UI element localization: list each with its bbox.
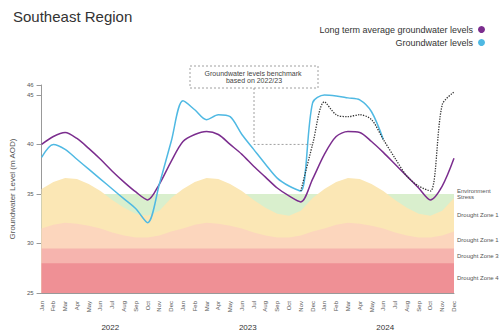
svg-text:Feb: Feb [50,300,56,311]
svg-text:Jan: Jan [39,301,45,311]
svg-text:Sep: Sep [133,300,139,311]
svg-text:Drought Zone 3: Drought Zone 3 [457,253,499,259]
svg-text:Feb: Feb [192,300,198,311]
svg-text:Oct: Oct [145,301,151,311]
svg-text:Jul: Jul [109,301,115,309]
svg-text:Jul: Jul [392,301,398,309]
svg-text:Environment: Environment [457,188,493,194]
svg-text:Jan: Jan [180,301,186,311]
svg-text:Sep: Sep [416,300,422,311]
svg-text:Mar: Mar [204,301,210,311]
svg-text:2022: 2022 [101,323,119,332]
svg-text:Jun: Jun [239,301,245,311]
svg-text:Groundwater Level (m AOD): Groundwater Level (m AOD) [8,138,17,239]
svg-text:Nov: Nov [439,301,445,312]
svg-text:Jan: Jan [321,301,327,311]
svg-text:May: May [86,301,92,312]
svg-text:Nov: Nov [156,301,162,312]
svg-text:based on 2022/23: based on 2022/23 [226,77,282,84]
svg-text:May: May [227,301,233,312]
svg-text:Sep: Sep [274,300,280,311]
svg-text:Apr: Apr [215,301,221,310]
svg-text:Drought Zone 1: Drought Zone 1 [457,212,499,218]
svg-text:Feb: Feb [333,300,339,311]
svg-text:Stress: Stress [457,194,474,200]
svg-text:Aug: Aug [262,301,268,312]
svg-text:Apr: Apr [74,301,80,310]
svg-text:Long term average groundwater: Long term average groundwater levels [319,25,473,35]
svg-text:Drought Zone 4: Drought Zone 4 [457,275,499,281]
svg-text:Dec: Dec [310,301,316,312]
svg-text:Aug: Aug [404,301,410,312]
svg-text:40: 40 [27,141,34,147]
svg-text:Groundwater levels benchmark: Groundwater levels benchmark [205,70,304,77]
svg-text:May: May [369,301,375,312]
svg-text:30: 30 [27,240,34,246]
svg-text:Drought Zone 1: Drought Zone 1 [457,237,499,243]
svg-text:Jun: Jun [380,301,386,311]
svg-text:45: 45 [27,92,34,98]
svg-text:Oct: Oct [286,301,292,311]
svg-text:Jul: Jul [251,301,257,309]
svg-text:25: 25 [27,290,34,296]
svg-text:2023: 2023 [239,323,257,332]
svg-text:Dec: Dec [168,301,174,312]
svg-text:Mar: Mar [62,301,68,311]
svg-text:Dec: Dec [451,301,457,312]
svg-text:Apr: Apr [357,301,363,310]
svg-text:Groundwater levels: Groundwater levels [395,38,473,48]
svg-text:46: 46 [27,82,34,88]
svg-text:Jun: Jun [97,301,103,311]
svg-text:Southeast Region: Southeast Region [13,8,132,25]
svg-text:2024: 2024 [376,323,394,332]
svg-text:35: 35 [27,191,34,197]
svg-text:Aug: Aug [121,301,127,312]
svg-text:Mar: Mar [345,301,351,311]
svg-text:Nov: Nov [298,301,304,312]
svg-text:Oct: Oct [427,301,433,311]
